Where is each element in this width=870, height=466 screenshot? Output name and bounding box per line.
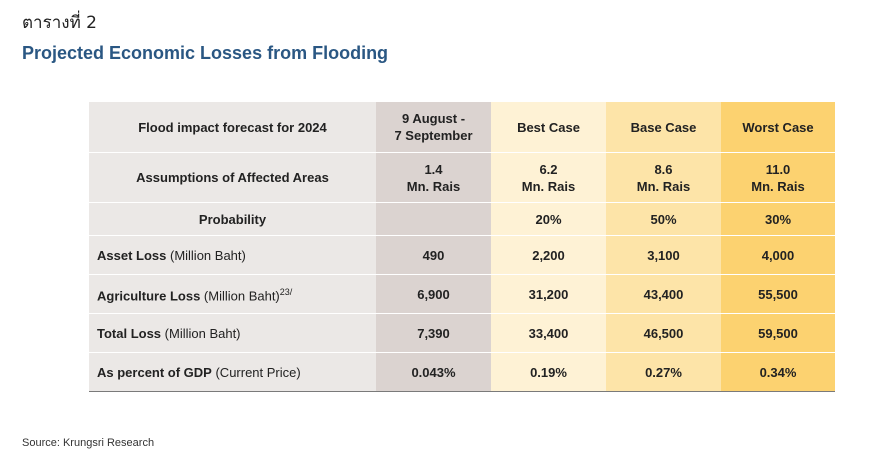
row-label-bold: As percent of GDP [97,364,212,380]
asset-loss-row: Asset Loss (Million Baht) 490 2,200 3,10… [89,235,835,275]
assumptions-best-value: 6.2 [539,161,558,177]
row-label-unit: (Current Price) [211,364,301,380]
agriculture-loss-row: Agriculture Loss (Million Baht)23/ 6,900… [89,274,835,314]
probability-best: 20% [491,202,606,236]
probability-actual [376,202,491,236]
total-loss-base: 46,500 [606,313,721,353]
gdp-percent-base: 0.27% [606,352,721,392]
header-actual-line2: 7 September [394,128,473,143]
page-title: Projected Economic Losses from Flooding [22,43,389,63]
assumptions-actual: 1.4 Mn. Rais [376,152,491,203]
row-label-bold: Agriculture Loss [97,288,201,304]
gdp-percent-worst: 0.34% [721,352,835,392]
assumptions-best: 6.2 Mn. Rais [491,152,606,203]
probability-worst: 30% [721,202,835,236]
source-note: Source: Krungsri Research [22,437,155,449]
total-loss-row: Total Loss (Million Baht) 7,390 33,400 4… [89,313,835,353]
asset-loss-base: 3,100 [606,235,721,275]
assumptions-actual-value: 1.4 [424,161,443,177]
row-label-unit: (Million Baht) [200,288,280,304]
total-loss-best: 33,400 [491,313,606,353]
assumptions-worst-value: 11.0 [765,161,791,177]
asset-loss-label: Asset Loss (Million Baht) [89,235,376,275]
gdp-percent-label: As percent of GDP (Current Price) [89,352,376,392]
assumptions-label: Assumptions of Affected Areas [89,152,376,203]
header-base-case: Base Case [606,102,721,153]
gdp-percent-row: As percent of GDP (Current Price) 0.043%… [89,352,835,392]
flood-loss-table: Flood impact forecast for 2024 9 August … [89,102,835,392]
probability-row: Probability 20% 50% 30% [89,202,835,236]
probability-label: Probability [89,202,376,236]
header-best-case: Best Case [491,102,606,153]
probability-base: 50% [606,202,721,236]
header-worst-case: Worst Case [721,102,835,153]
row-label-bold: Total Loss [97,325,162,341]
assumptions-actual-unit: Mn. Rais [406,178,461,194]
gdp-percent-best: 0.19% [491,352,606,392]
header-row-label: Flood impact forecast for 2024 [89,102,376,153]
asset-loss-actual: 490 [376,235,491,275]
gdp-percent-actual: 0.043% [376,352,491,392]
asset-loss-best: 2,200 [491,235,606,275]
header-actual-line1: 9 August - [401,111,466,126]
table-number-label: ตารางที่ 2 [22,13,97,33]
agriculture-loss-label: Agriculture Loss (Million Baht)23/ [89,274,376,314]
agriculture-loss-best: 31,200 [491,274,606,314]
assumptions-base-unit: Mn. Rais [636,178,691,194]
row-label-unit: (Million Baht) [161,325,241,341]
assumptions-worst-unit: Mn. Rais [751,178,805,194]
row-label-bold: Asset Loss [97,247,167,263]
total-loss-worst: 59,500 [721,313,835,353]
agriculture-loss-actual: 6,900 [376,274,491,314]
footnote-superscript: 23/ [279,286,293,297]
assumptions-base-value: 8.6 [654,161,673,177]
row-label-unit: (Million Baht) [166,247,246,263]
asset-loss-worst: 4,000 [721,235,835,275]
assumptions-base: 8.6 Mn. Rais [606,152,721,203]
assumptions-worst: 11.0 Mn. Rais [721,152,835,203]
agriculture-loss-worst: 55,500 [721,274,835,314]
assumptions-row: Assumptions of Affected Areas 1.4 Mn. Ra… [89,152,835,203]
total-loss-actual: 7,390 [376,313,491,353]
assumptions-best-unit: Mn. Rais [521,178,576,194]
table-header-row: Flood impact forecast for 2024 9 August … [89,102,835,153]
total-loss-label: Total Loss (Million Baht) [89,313,376,353]
agriculture-loss-base: 43,400 [606,274,721,314]
header-actual: 9 August - 7 September [376,102,491,153]
